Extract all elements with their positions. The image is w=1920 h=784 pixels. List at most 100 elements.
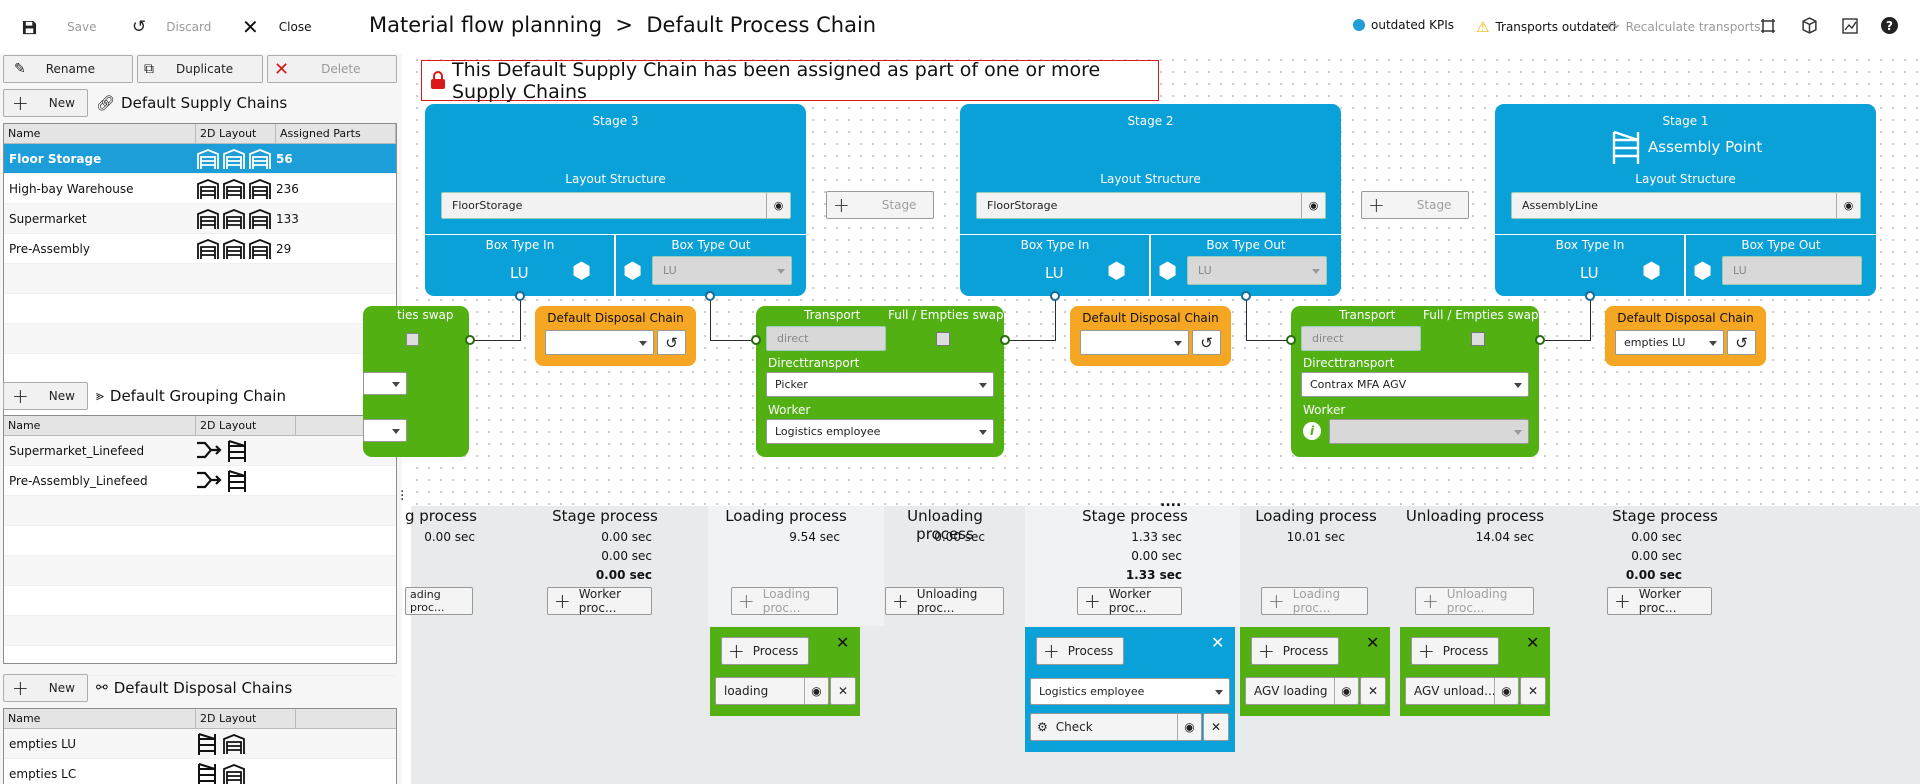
target-icon[interactable]: ◉ [1494, 678, 1518, 704]
stage-card-3[interactable]: Stage 3 Layout Structure FloorStorage ◉ … [425, 104, 806, 296]
stage3-out-port[interactable] [705, 291, 715, 301]
transport-type-field[interactable]: direct [766, 326, 886, 351]
remove-icon[interactable]: ✕ [1203, 713, 1229, 741]
layout-structure-field[interactable]: FloorStorage ◉ [441, 192, 791, 219]
add-process-button[interactable]: + Process [721, 637, 809, 665]
process-item[interactable]: AGV unload... ◉ [1405, 677, 1519, 705]
add-process-button[interactable]: + Process [1036, 637, 1124, 665]
target-icon[interactable]: ◉ [766, 193, 790, 218]
add-process-button[interactable]: + Process [1251, 637, 1339, 665]
duplicate-button[interactable]: ⧉ Duplicate [137, 55, 263, 83]
worker-proc-button[interactable]: + Worker proc... [1077, 587, 1182, 615]
process-item[interactable]: loading ◉ [715, 677, 829, 705]
reset-icon[interactable]: ↺ [1192, 330, 1221, 355]
disposal-chain-node[interactable]: Default Disposal Chain ↺ [535, 306, 696, 366]
disposal-chain-node[interactable]: Default Disposal Chain empties LU ↺ [1605, 306, 1766, 366]
target-icon[interactable]: ◉ [1177, 714, 1201, 740]
new-disposal-chain-button[interactable]: + New [3, 674, 88, 702]
table-row[interactable] [4, 496, 396, 526]
disposal-select[interactable] [545, 330, 654, 355]
disposal-select[interactable]: empties LU [1615, 330, 1724, 355]
table-row[interactable]: Pre-Assembly_Linefeed [4, 466, 396, 496]
unloading-proc-button[interactable]: + Unloading proc... [1415, 587, 1534, 615]
delete-button[interactable]: ✕ Delete [267, 55, 397, 83]
new-supply-chain-button[interactable]: + New [3, 89, 88, 117]
target-icon[interactable]: ◉ [1301, 193, 1325, 218]
port[interactable] [1286, 335, 1296, 345]
swap-checkbox[interactable] [1471, 332, 1485, 346]
stage2-out-port[interactable] [1241, 291, 1251, 301]
worker-proc-button[interactable]: + Worker proc... [547, 587, 652, 615]
close-icon[interactable]: ✕ [1366, 633, 1380, 652]
table-row[interactable] [4, 324, 396, 354]
vehicle-select[interactable]: Contrax MFA AGV [1301, 372, 1529, 397]
stage-card-2[interactable]: Stage 2 Layout Structure FloorStorage ◉ … [960, 104, 1341, 296]
close-icon[interactable]: ✕ [836, 633, 850, 652]
port[interactable] [465, 335, 475, 345]
remove-icon[interactable]: ✕ [830, 677, 856, 705]
unloading-proc-button[interactable]: + Unloading proc... [885, 587, 1004, 615]
layout-2d-icon[interactable] [1760, 18, 1776, 34]
swap-checkbox[interactable] [936, 332, 950, 346]
transport-type-field[interactable]: direct [1301, 326, 1421, 351]
table-row[interactable]: Pre-Assembly 29 [4, 234, 396, 264]
stage3-in-port[interactable] [515, 291, 525, 301]
add-stage-button[interactable]: + Stage [1361, 191, 1469, 219]
box-out-select[interactable]: LU [652, 256, 792, 285]
reset-icon[interactable]: ↺ [1727, 330, 1756, 355]
add-stage-button[interactable]: + Stage [826, 191, 934, 219]
worker-proc-button[interactable]: + Worker proc... [1607, 587, 1712, 615]
port[interactable] [751, 335, 761, 345]
table-row[interactable] [4, 264, 396, 294]
table-row[interactable] [4, 646, 396, 676]
table-row[interactable]: empties LC [4, 759, 396, 784]
port[interactable] [1000, 335, 1010, 345]
disposal-select[interactable] [1080, 330, 1189, 355]
new-grouping-chain-button[interactable]: + New [3, 382, 88, 410]
rename-button[interactable]: ✎ Rename [3, 55, 133, 83]
loading-proc-button[interactable]: + Loading proc... [1261, 587, 1368, 615]
worker-select[interactable]: Logistics employee [766, 419, 994, 444]
worker-select[interactable] [363, 419, 407, 442]
discard-button[interactable]: ↺ Discard [132, 10, 211, 44]
remove-icon[interactable]: ✕ [1360, 677, 1386, 705]
loading-proc-button[interactable]: + Loading proc... [731, 587, 838, 615]
close-icon[interactable]: ✕ [1526, 633, 1540, 652]
outdated-kpis[interactable]: outdated KPIs [1353, 18, 1454, 32]
add-process-button[interactable]: + Process [1411, 637, 1499, 665]
stage2-in-port[interactable] [1050, 291, 1060, 301]
table-row[interactable] [4, 556, 396, 586]
close-button[interactable]: ✕ Close [242, 10, 311, 44]
remove-icon[interactable]: ✕ [1520, 677, 1546, 705]
table-row[interactable]: Supermarket_Linefeed [4, 436, 396, 466]
vehicle-select[interactable] [363, 372, 407, 395]
reset-icon[interactable]: ↺ [657, 330, 686, 355]
table-row[interactable]: empties LU [4, 729, 396, 759]
layout-structure-field[interactable]: AssemblyLine ◉ [1511, 192, 1861, 219]
recalculate-button[interactable]: ⟳ Recalculate transports [1607, 18, 1761, 36]
stage1-in-port[interactable] [1585, 291, 1595, 301]
port[interactable] [1535, 335, 1545, 345]
cube-icon[interactable] [1801, 17, 1818, 34]
table-row[interactable] [4, 616, 396, 646]
disposal-chain-node[interactable]: Default Disposal Chain ↺ [1070, 306, 1231, 366]
table-row[interactable]: Floor Storage 56 [4, 144, 396, 174]
box-out-select[interactable]: LU [1722, 256, 1862, 285]
transport-node-1[interactable]: Transport Full / Empties swap direct Dir… [756, 306, 1004, 457]
info-icon[interactable]: i [1303, 422, 1321, 440]
table-row[interactable] [4, 294, 396, 324]
table-row[interactable] [4, 586, 396, 616]
table-row[interactable] [4, 526, 396, 556]
vehicle-select[interactable]: Picker [766, 372, 994, 397]
target-icon[interactable]: ◉ [1836, 193, 1860, 218]
loading-proc-button[interactable]: ading proc... [405, 587, 473, 615]
target-icon[interactable]: ◉ [1334, 678, 1358, 704]
table-row[interactable]: Supermarket 133 [4, 204, 396, 234]
splitter-handle[interactable]: · · · [400, 484, 405, 508]
close-icon[interactable]: ✕ [1211, 633, 1225, 652]
worker-select[interactable] [1329, 419, 1529, 444]
box-out-select[interactable]: LU [1187, 256, 1327, 285]
help-icon[interactable]: ? [1881, 17, 1898, 34]
transport-node-2[interactable]: Transport Full / Empties swap direct Dir… [1291, 306, 1539, 457]
save-button[interactable]: Save [22, 10, 96, 44]
